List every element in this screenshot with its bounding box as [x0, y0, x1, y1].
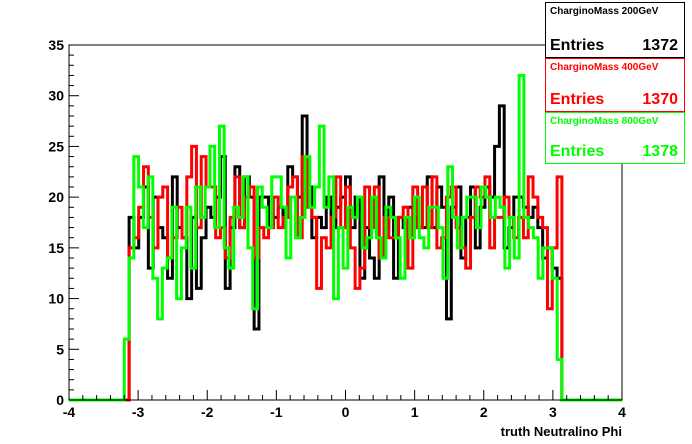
x-axis-title: truth Neutralino Phi	[501, 424, 622, 439]
legend-series-name: CharginoMass 400GeV	[550, 62, 659, 73]
legend-entries-label: Entries	[550, 91, 605, 108]
legend-entries-value: 1372	[642, 37, 678, 54]
y-tick-label: 35	[48, 37, 64, 53]
y-tick-label: 15	[48, 240, 64, 256]
y-tick-label: 25	[48, 138, 64, 154]
legend-200gev: CharginoMass 200GeV Entries 1372	[545, 2, 685, 58]
x-tick-label: 1	[411, 404, 419, 420]
y-tick-label: 5	[56, 341, 64, 357]
x-tick-label: 3	[549, 404, 557, 420]
histogram-lines	[69, 73, 622, 402]
x-tick-label: 0	[342, 404, 350, 420]
y-tick-label: 20	[48, 189, 64, 205]
legend-series-name: CharginoMass 200GeV	[550, 6, 659, 17]
legend-entries: Entries 1378	[550, 143, 678, 161]
legend-800gev: CharginoMass 800GeV Entries 1378	[545, 112, 685, 164]
legend-entries-label: Entries	[550, 37, 605, 54]
y-tick-label: 0	[56, 392, 64, 408]
x-tick-label: -4	[63, 404, 76, 420]
x-tick-label: 4	[618, 404, 626, 420]
y-tick-label: 10	[48, 291, 64, 307]
x-tick-label: 2	[480, 404, 488, 420]
y-tick-label: 30	[48, 88, 64, 104]
legend-entries: Entries 1372	[550, 37, 678, 55]
axes: -4 -3 -2 -1 0 1 2 3 4 0 5 10 15 20 25 30 35	[48, 37, 626, 420]
legend-series-name: CharginoMass 800GeV	[550, 116, 659, 127]
legend-400gev: CharginoMass 400GeV Entries 1370	[545, 58, 685, 112]
legend-entries: Entries 1370	[550, 91, 678, 109]
legend-entries-label: Entries	[550, 143, 605, 160]
x-tick-label: -3	[132, 404, 145, 420]
legend-entries-value: 1370	[642, 91, 678, 108]
legend-entries-value: 1378	[642, 143, 678, 160]
series-line-3	[69, 73, 622, 402]
x-tick-label: -1	[270, 404, 283, 420]
x-tick-label: -2	[201, 404, 214, 420]
series-line-2	[69, 144, 622, 402]
